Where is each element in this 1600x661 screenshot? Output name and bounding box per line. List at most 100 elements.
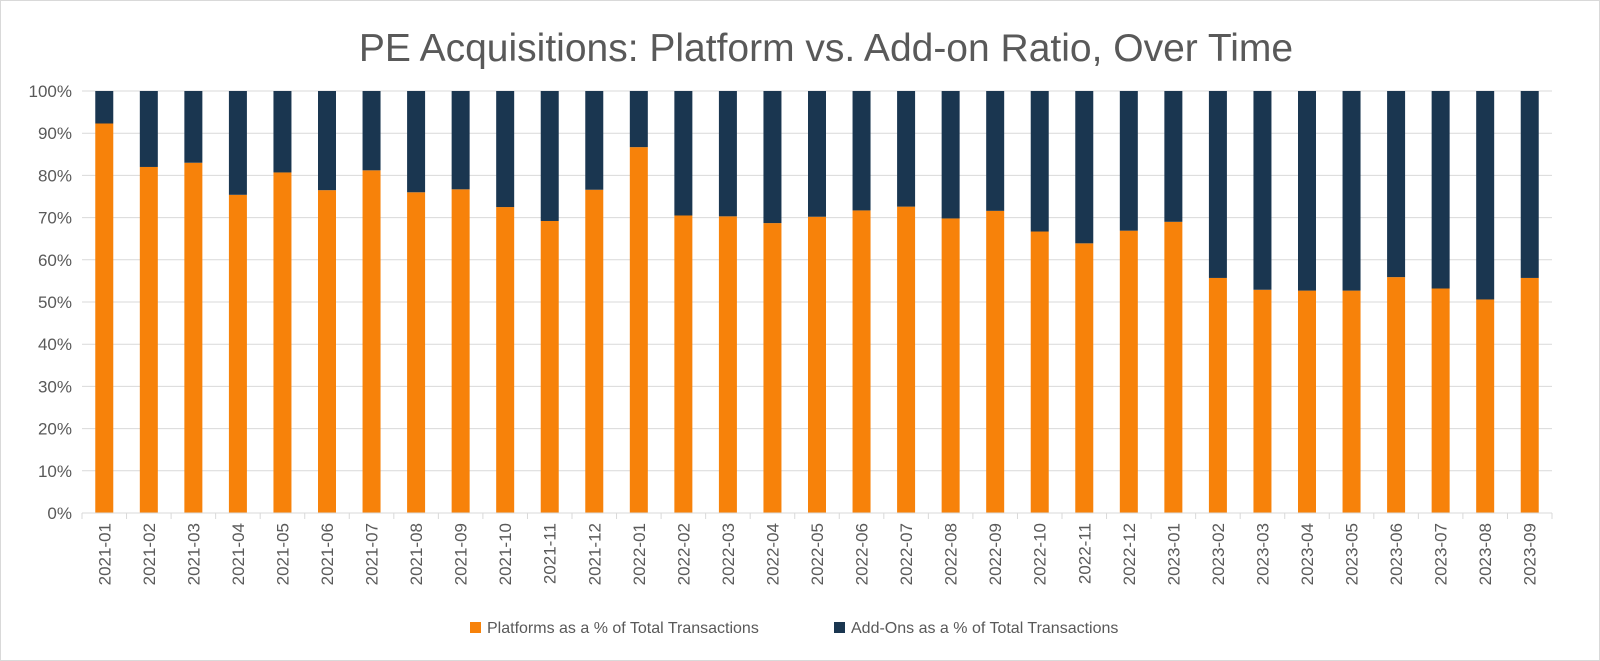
bar-platforms (1253, 289, 1272, 513)
bar-platforms (318, 190, 336, 514)
bar-platforms (585, 189, 604, 514)
bar-platforms (362, 170, 381, 513)
bar-add-ons (407, 91, 426, 193)
bar-platforms (139, 166, 158, 513)
bar-platforms (1476, 299, 1495, 513)
x-tick-label: 2022-12 (1120, 523, 1139, 585)
bar-add-ons (362, 91, 381, 171)
bar-add-ons (1476, 91, 1495, 300)
bar-platforms (1208, 277, 1227, 513)
x-tick-label: 2023-08 (1476, 523, 1495, 585)
x-tick-label: 2022-03 (719, 523, 738, 585)
bar-platforms (674, 215, 693, 514)
bar-add-ons (1030, 91, 1049, 232)
bar-add-ons (1520, 91, 1539, 278)
bar-add-ons (986, 91, 1005, 211)
bar-add-ons (1075, 91, 1094, 244)
bar-add-ons (674, 91, 693, 216)
bar-add-ons (941, 91, 960, 219)
x-tick-label: 2022-05 (808, 523, 827, 585)
x-tick-label: 2023-09 (1521, 523, 1540, 585)
bar-platforms (540, 220, 559, 513)
bar-platforms (1075, 243, 1094, 514)
y-tick-label: 40% (38, 335, 72, 354)
bar-platforms (1520, 277, 1539, 513)
bar-add-ons (273, 91, 292, 173)
y-tick-label: 30% (38, 377, 72, 396)
bar-add-ons (540, 91, 559, 221)
x-tick-label: 2021-10 (496, 523, 515, 585)
legend: Platforms as a % of Total Transactions Ad… (470, 620, 1118, 637)
bar-platforms (1342, 290, 1361, 513)
x-tick-label: 2021-03 (184, 523, 203, 585)
x-tick-label: 2021-04 (229, 523, 248, 585)
bar-platforms (451, 189, 470, 514)
x-tick-label: 2021-11 (541, 523, 560, 584)
bar-add-ons (451, 91, 470, 190)
bar-platforms (1164, 221, 1183, 513)
bar-platforms (1030, 231, 1049, 513)
x-tick-label: 2022-06 (853, 523, 872, 585)
legend-swatch-platforms (470, 622, 481, 633)
bar-platforms (1298, 290, 1316, 513)
x-tick-label: 2022-04 (763, 523, 782, 585)
x-tick-label: 2021-08 (407, 523, 426, 585)
bar-add-ons (585, 91, 604, 190)
y-tick-label: 70% (38, 209, 72, 228)
x-tick-label: 2023-02 (1209, 523, 1228, 585)
x-axis: 2021-01 2021-02 2021-03 2021-04 2021-05 2021-… (81, 512, 1553, 585)
bar-platforms (852, 210, 871, 513)
x-tick-label: 2021-05 (273, 523, 292, 585)
bar-add-ons (718, 91, 737, 217)
bar-platforms (228, 194, 247, 513)
y-tick-label: 50% (38, 293, 72, 312)
y-tick-label: 90% (38, 124, 72, 143)
bar-add-ons (184, 91, 203, 163)
legend-swatch-add-ons (834, 622, 845, 633)
bar-add-ons (1253, 91, 1272, 290)
bar-platforms (184, 162, 203, 514)
y-tick-label: 100% (29, 82, 72, 101)
x-tick-label: 2022-01 (630, 523, 649, 585)
x-tick-label: 2021-06 (318, 523, 337, 585)
y-tick-label: 20% (38, 420, 72, 439)
y-tick-label: 10% (38, 462, 72, 481)
bar-add-ons (1387, 91, 1406, 278)
x-tick-label: 2022-07 (897, 523, 916, 585)
bar-add-ons (1119, 91, 1138, 231)
bar-platforms (808, 216, 826, 514)
x-tick-label: 2021-09 (452, 523, 471, 585)
bar-platforms (496, 207, 515, 514)
bar-add-ons (852, 91, 871, 211)
legend-label-add-ons: Add-Ons as a % of Total Transactions (851, 620, 1118, 637)
bar-platforms (629, 147, 648, 513)
x-tick-label: 2023-03 (1253, 523, 1272, 585)
x-tick-label: 2023-06 (1387, 523, 1406, 585)
bar-add-ons (1342, 91, 1361, 291)
chart-title: PE Acquisitions: Platform vs. Add-on Rat… (359, 27, 1293, 70)
x-tick-label: 2021-02 (140, 523, 159, 585)
legend-label-platforms: Platforms as a % of Total Transactions (487, 620, 759, 637)
x-tick-label: 2021-07 (363, 523, 382, 585)
bar-add-ons (139, 91, 158, 167)
x-tick-label: 2022-08 (942, 523, 961, 585)
bar-platforms (763, 223, 782, 513)
x-tick-label: 2022-09 (986, 523, 1005, 585)
bar-platforms (1431, 288, 1450, 513)
y-tick-label: 60% (38, 251, 72, 270)
bar-add-ons (629, 91, 648, 148)
bar-platforms (986, 210, 1005, 513)
y-axis: 0% 10% 20% 30% 40% 50% 60% 70% 80% 90% 100% (29, 82, 72, 523)
bar-add-ons (763, 91, 782, 224)
x-tick-label: 2023-04 (1298, 523, 1317, 585)
y-tick-label: 0% (47, 504, 72, 523)
x-tick-label: 2021-01 (95, 523, 114, 585)
x-tick-label: 2022-02 (674, 523, 693, 585)
bars (95, 91, 1539, 514)
bar-add-ons (228, 91, 247, 195)
bar-platforms (95, 123, 114, 513)
bar-platforms (1119, 230, 1138, 513)
bar-platforms (407, 192, 426, 513)
